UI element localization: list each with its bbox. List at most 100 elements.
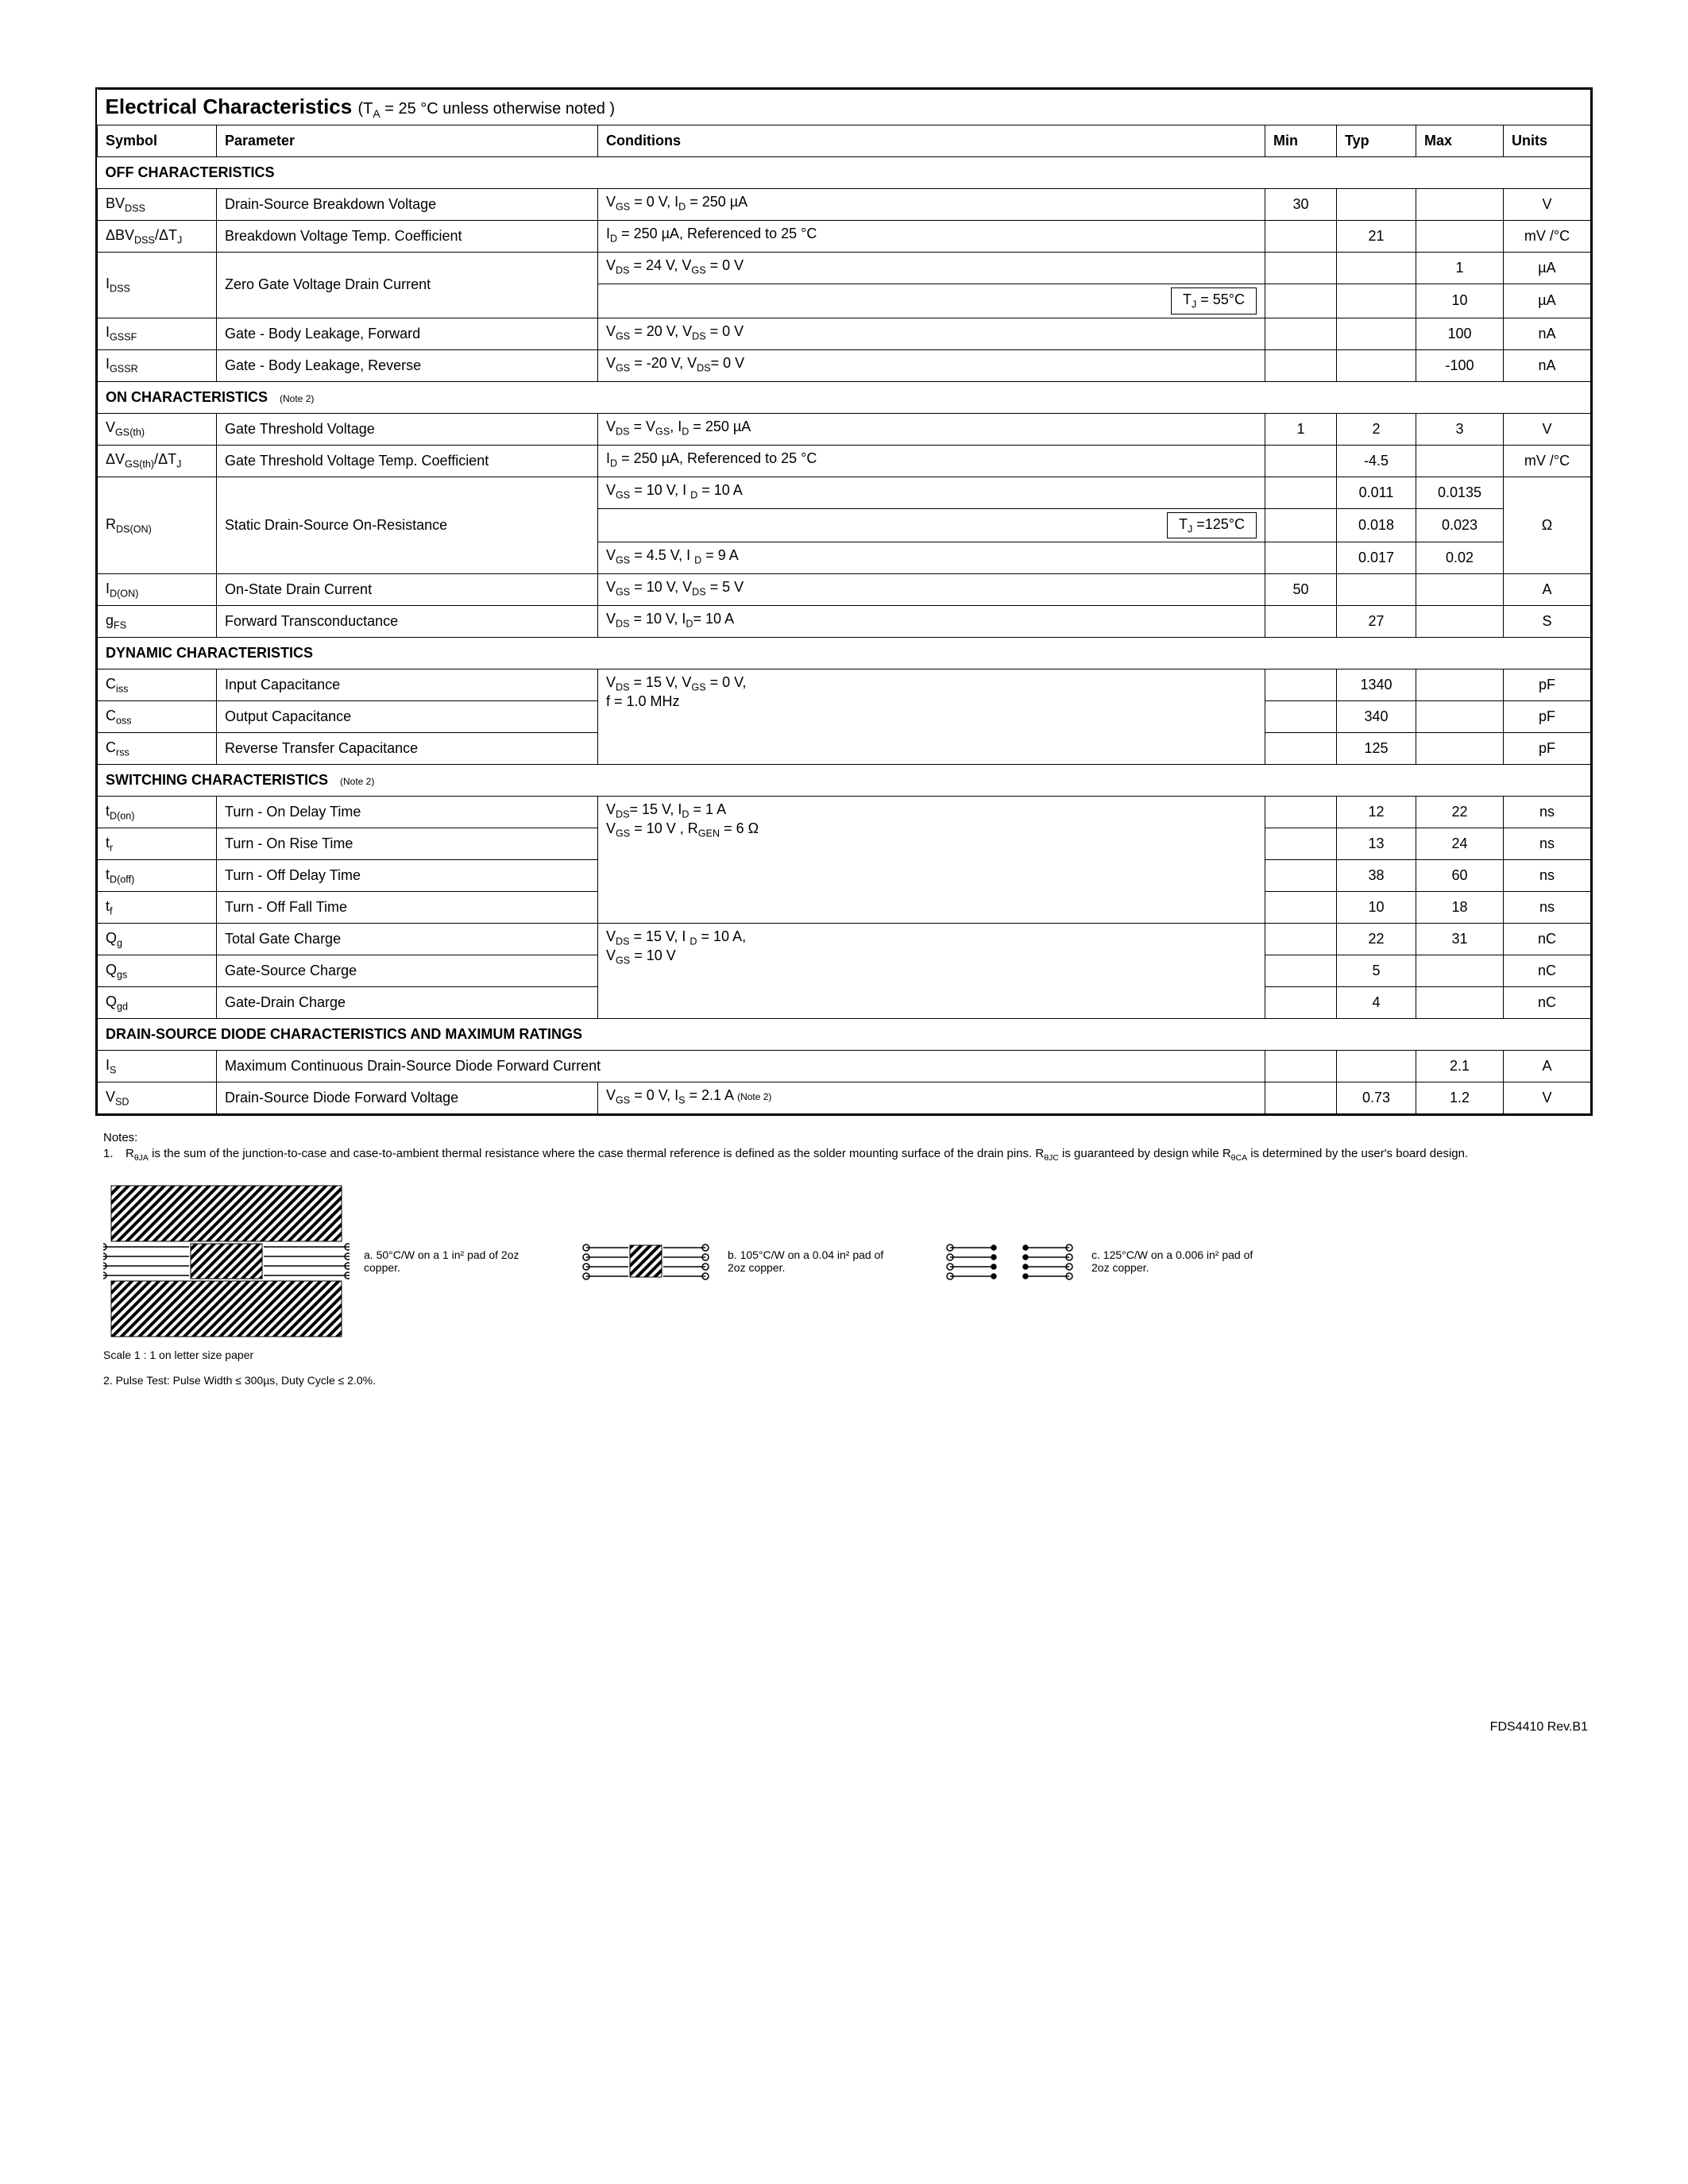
min-cell — [1265, 1082, 1337, 1114]
pad-none-icon — [942, 1225, 1077, 1297]
hdr-parameter: Parameter — [217, 125, 598, 157]
conditions-cell: VDS = 24 V, VGS = 0 V — [598, 253, 1265, 284]
symbol-cell: VGS(th) — [98, 413, 217, 445]
typ-cell — [1337, 349, 1416, 381]
typ-cell: 12 — [1337, 797, 1416, 828]
min-cell — [1265, 349, 1337, 381]
typ-cell — [1337, 574, 1416, 606]
symbol-cell: Qgs — [98, 955, 217, 987]
table-row: CissInput CapacitanceVDS = 15 V, VGS = 0… — [98, 669, 1591, 701]
table-row: ID(ON)On-State Drain CurrentVGS = 10 V, … — [98, 574, 1591, 606]
min-cell — [1265, 669, 1337, 701]
table-row: ΔBVDSS/ΔTJBreakdown Voltage Temp. Coeffi… — [98, 221, 1591, 253]
notes-label: Notes: — [103, 1130, 1585, 1146]
min-cell — [1265, 477, 1337, 508]
symbol-cell: ΔBVDSS/ΔTJ — [98, 221, 217, 253]
units-cell: ns — [1504, 828, 1591, 860]
max-cell: -100 — [1416, 349, 1504, 381]
table-row: QgTotal Gate ChargeVDS = 15 V, I D = 10 … — [98, 924, 1591, 955]
max-cell — [1416, 574, 1504, 606]
units-cell: nC — [1504, 955, 1591, 987]
pad-small-icon — [578, 1225, 713, 1297]
max-cell: 3 — [1416, 413, 1504, 445]
max-cell: 0.023 — [1416, 508, 1504, 542]
units-cell: nA — [1504, 318, 1591, 349]
parameter-cell: Static Drain-Source On-Resistance — [217, 477, 598, 574]
symbol-cell: tr — [98, 828, 217, 860]
conditions-cell: VGS = 10 V, I D = 10 A — [598, 477, 1265, 508]
min-cell — [1265, 860, 1337, 892]
units-cell: nC — [1504, 987, 1591, 1019]
min-cell — [1265, 445, 1337, 477]
conditions-cell: VGS = 10 V, VDS = 5 V — [598, 574, 1265, 606]
max-cell: 1 — [1416, 253, 1504, 284]
hdr-max: Max — [1416, 125, 1504, 157]
max-cell: 10 — [1416, 284, 1504, 318]
symbol-cell: BVDSS — [98, 189, 217, 221]
min-cell: 30 — [1265, 189, 1337, 221]
thermal-c: c. 125°C/W on a 0.006 in² pad of 2oz cop… — [942, 1225, 1266, 1297]
parameter-cell: On-State Drain Current — [217, 574, 598, 606]
min-cell — [1265, 318, 1337, 349]
table-row: ΔVGS(th)/ΔTJGate Threshold Voltage Temp.… — [98, 445, 1591, 477]
conditions-cell: TJ = 55°C — [598, 284, 1265, 318]
parameter-cell: Gate - Body Leakage, Reverse — [217, 349, 598, 381]
section-header: OFF CHARACTERISTICS — [98, 157, 1591, 189]
parameter-cell: Turn - On Rise Time — [217, 828, 598, 860]
conditions-cell: VDS = 10 V, ID= 10 A — [598, 606, 1265, 638]
table-row: IDSSZero Gate Voltage Drain CurrentVDS =… — [98, 253, 1591, 284]
parameter-cell: Turn - Off Fall Time — [217, 892, 598, 924]
min-cell — [1265, 253, 1337, 284]
hdr-typ: Typ — [1337, 125, 1416, 157]
typ-cell: 22 — [1337, 924, 1416, 955]
conditions-cell: TJ =125°C — [598, 508, 1265, 542]
units-cell: Ω — [1504, 477, 1591, 574]
section-header: ON CHARACTERISTICS (Note 2) — [98, 381, 1591, 413]
section-header: DRAIN-SOURCE DIODE CHARACTERISTICS AND M… — [98, 1019, 1591, 1051]
typ-cell — [1337, 253, 1416, 284]
typ-cell: 1340 — [1337, 669, 1416, 701]
parameter-cell: Gate-Source Charge — [217, 955, 598, 987]
table-row: gFSForward TransconductanceVDS = 10 V, I… — [98, 606, 1591, 638]
units-cell: ns — [1504, 892, 1591, 924]
symbol-cell: Coss — [98, 701, 217, 733]
conditions-cell: VGS = 20 V, VDS = 0 V — [598, 318, 1265, 349]
table-row: tD(on)Turn - On Delay TimeVDS= 15 V, ID … — [98, 797, 1591, 828]
section-header: SWITCHING CHARACTERISTICS (Note 2) — [98, 765, 1591, 797]
typ-cell: 10 — [1337, 892, 1416, 924]
conditions-cell: VGS = 0 V, ID = 250 µA — [598, 189, 1265, 221]
max-cell — [1416, 669, 1504, 701]
units-cell: pF — [1504, 701, 1591, 733]
max-cell: 31 — [1416, 924, 1504, 955]
typ-cell: 0.017 — [1337, 542, 1416, 574]
table-row: VSDDrain-Source Diode Forward VoltageVGS… — [98, 1082, 1591, 1114]
table-row: RDS(ON)Static Drain-Source On-Resistance… — [98, 477, 1591, 508]
parameter-cell: Gate Threshold Voltage Temp. Coefficient — [217, 445, 598, 477]
typ-cell: 340 — [1337, 701, 1416, 733]
typ-cell: -4.5 — [1337, 445, 1416, 477]
max-cell: 1.2 — [1416, 1082, 1504, 1114]
thermal-b-caption: b. 105°C/W on a 0.04 in² pad of 2oz copp… — [728, 1248, 902, 1274]
parameter-cell: Maximum Continuous Drain-Source Diode Fo… — [217, 1051, 1265, 1082]
pad-large-icon — [103, 1182, 350, 1341]
parameter-cell: Gate-Drain Charge — [217, 987, 598, 1019]
units-cell: mV /°C — [1504, 221, 1591, 253]
table-row: IGSSRGate - Body Leakage, ReverseVGS = -… — [98, 349, 1591, 381]
typ-cell: 21 — [1337, 221, 1416, 253]
table-row: IGSSFGate - Body Leakage, ForwardVGS = 2… — [98, 318, 1591, 349]
hdr-symbol: Symbol — [98, 125, 217, 157]
max-cell — [1416, 445, 1504, 477]
symbol-cell: Qg — [98, 924, 217, 955]
min-cell — [1265, 1051, 1337, 1082]
max-cell — [1416, 221, 1504, 253]
min-cell: 50 — [1265, 574, 1337, 606]
table-row: ISMaximum Continuous Drain-Source Diode … — [98, 1051, 1591, 1082]
units-cell: pF — [1504, 733, 1591, 765]
conditions-cell: VDS = 15 V, I D = 10 A,VGS = 10 V — [598, 924, 1265, 1019]
parameter-cell: Output Capacitance — [217, 701, 598, 733]
typ-cell: 0.73 — [1337, 1082, 1416, 1114]
units-cell: µA — [1504, 284, 1591, 318]
min-cell — [1265, 955, 1337, 987]
typ-cell — [1337, 1051, 1416, 1082]
parameter-cell: Forward Transconductance — [217, 606, 598, 638]
